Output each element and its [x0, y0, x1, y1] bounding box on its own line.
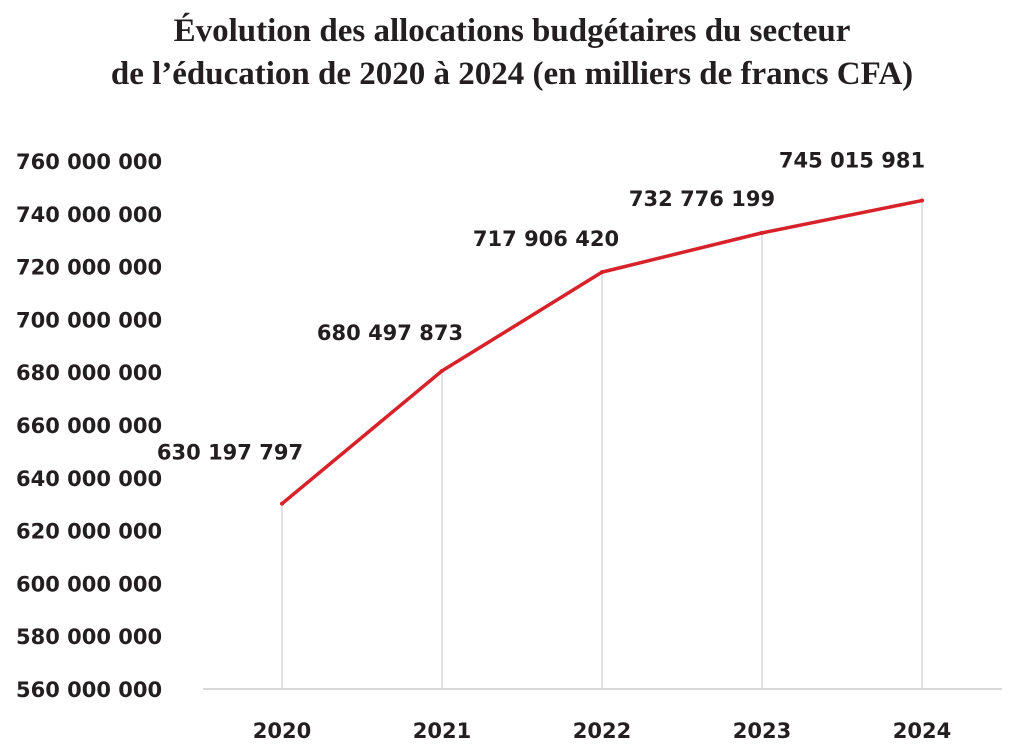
gridlines [281, 200, 923, 689]
data-labels: 630 197 797 680 497 873 717 906 420 732 776… [157, 149, 925, 465]
y-tick-label-8: 720 000 000 [16, 256, 162, 280]
x-tick-label-2022: 2022 [573, 719, 631, 743]
y-tick-label-0: 560 000 000 [16, 678, 162, 702]
x-tick-label-2020: 2020 [253, 719, 311, 743]
data-label-2021: 680 497 873 [317, 321, 463, 345]
y-tick-label-6: 680 000 000 [16, 361, 162, 385]
data-label-2022: 717 906 420 [473, 227, 619, 251]
data-label-2024: 745 015 981 [779, 149, 925, 173]
x-tick-label-2024: 2024 [893, 719, 951, 743]
series-line-group [280, 198, 924, 506]
data-point-2023 [760, 230, 764, 235]
chart-title: Évolution des allocations budgétaires du… [0, 10, 1024, 96]
data-label-2023: 732 776 199 [629, 187, 775, 211]
y-tick-label-2: 600 000 000 [16, 572, 162, 596]
y-axis-tick-labels: 560 000 000 580 000 000 600 000 000 620 000… [16, 150, 162, 702]
data-label-2020: 630 197 797 [157, 441, 303, 465]
x-tick-label-2023: 2023 [733, 719, 791, 743]
chart-title-line-1: Évolution des allocations budgétaires du… [173, 13, 851, 49]
y-tick-label-5: 660 000 000 [16, 414, 162, 438]
data-point-2024 [920, 198, 924, 203]
y-tick-label-7: 700 000 000 [16, 308, 162, 332]
x-tick-label-2021: 2021 [413, 719, 471, 743]
y-tick-label-10: 760 000 000 [16, 150, 162, 174]
data-point-2022 [600, 270, 604, 275]
chart-title-line-2: de l’éducation de 2020 à 2024 (en millie… [110, 56, 914, 92]
y-tick-label-9: 740 000 000 [16, 203, 162, 227]
y-tick-label-3: 620 000 000 [16, 520, 162, 544]
y-tick-label-1: 580 000 000 [16, 625, 162, 649]
data-point-2020 [280, 501, 284, 506]
y-tick-label-4: 640 000 000 [16, 467, 162, 491]
x-axis-tick-labels: 2020 2021 2022 2023 2024 [253, 719, 951, 743]
data-point-2021 [440, 368, 444, 373]
